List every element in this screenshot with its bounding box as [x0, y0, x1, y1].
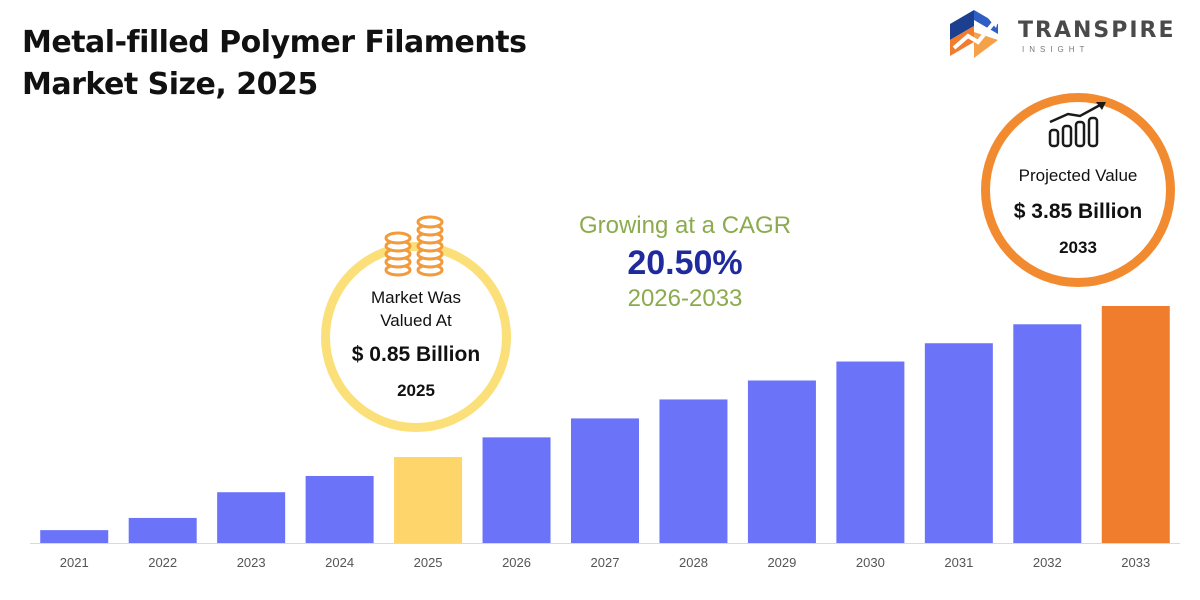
x-tick-label-2033: 2033	[1121, 555, 1150, 570]
bar-2022	[128, 517, 197, 543]
cagr-label: Growing at a CAGR	[578, 212, 792, 239]
x-tick-label-2030: 2030	[856, 555, 885, 570]
bar-2031	[924, 343, 993, 543]
start-callout-year: 2025	[397, 381, 435, 400]
end-callout-value: $ 3.85 Billion	[1013, 200, 1143, 223]
bar-2023	[217, 492, 286, 543]
x-tick-label-2026: 2026	[502, 555, 531, 570]
x-tick-label-2022: 2022	[148, 555, 177, 570]
end-value-callout: Projected Value $ 3.85 Billion 2033	[981, 93, 1175, 287]
bar-2021	[40, 530, 109, 543]
bar-2030	[836, 361, 905, 543]
start-callout-line2: Valued At	[380, 311, 452, 330]
x-tick-label-2027: 2027	[591, 555, 620, 570]
bar-2026	[482, 437, 551, 543]
start-callout-value: $ 0.85 Billion	[351, 343, 481, 366]
x-tick-label-2032: 2032	[1033, 555, 1062, 570]
start-value-callout: Market Was Valued At $ 0.85 Billion 2025	[321, 242, 511, 432]
bar-2033	[1101, 306, 1170, 543]
cagr-callout: Growing at a CAGR 20.50% 2026-2033	[560, 212, 810, 313]
x-tick-label-2029: 2029	[767, 555, 796, 570]
bar-2028	[659, 399, 728, 543]
end-callout-year: 2033	[1059, 238, 1097, 257]
bar-2025	[394, 457, 463, 543]
x-tick-label-2023: 2023	[237, 555, 266, 570]
coin-stack-icon	[384, 215, 444, 277]
brand-mark-icon	[950, 10, 1000, 58]
x-tick-label-2021: 2021	[60, 555, 89, 570]
cagr-value: 20.50%	[627, 244, 743, 282]
bar-2024	[305, 475, 374, 543]
bar-2029	[747, 380, 816, 543]
x-tick-label-2025: 2025	[414, 555, 443, 570]
x-tick-label-2031: 2031	[944, 555, 973, 570]
growth-chart-icon	[1048, 102, 1106, 148]
brand-logo: TRANSPIRE INSIGHT	[944, 4, 1184, 64]
bar-2027	[571, 418, 639, 543]
start-callout-line1: Market Was	[370, 288, 462, 307]
x-tick-label-2028: 2028	[679, 555, 708, 570]
brand-subtitle: INSIGHT	[1022, 45, 1090, 54]
x-tick-label-2024: 2024	[325, 555, 354, 570]
cagr-period: 2026-2033	[627, 285, 743, 312]
end-callout-line1: Projected Value	[1018, 166, 1138, 185]
page-title: Metal-filled Polymer Filaments Market Si…	[22, 25, 527, 102]
bar-2032	[1013, 324, 1082, 543]
brand-name: TRANSPIRE	[1018, 18, 1176, 43]
